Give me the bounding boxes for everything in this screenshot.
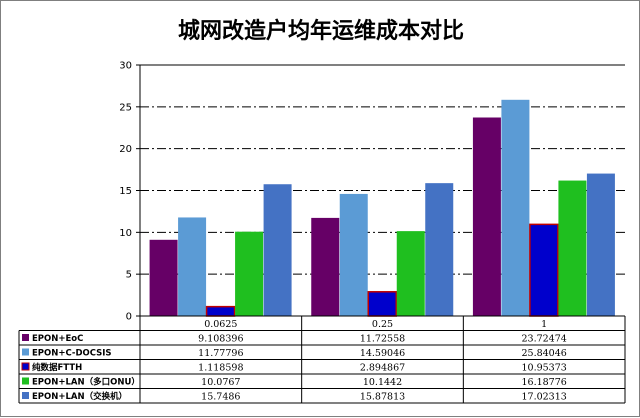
table-value: 10.1442	[363, 377, 402, 388]
bar-1-3	[472, 117, 501, 316]
chart-title: 城网改造户均年运维成本对比	[178, 18, 464, 44]
table-value: 16.18776	[521, 377, 566, 388]
legend-key	[21, 362, 30, 371]
legend-label: EPON+LAN（多口ONU）	[32, 377, 140, 388]
y-tick-label: 25	[119, 102, 132, 113]
legend-label: EPON+LAN（交换机）	[32, 391, 127, 402]
table-value: 2.894867	[360, 363, 405, 374]
bar-5-2	[425, 183, 454, 316]
y-tick-label: 20	[119, 144, 132, 155]
table-value: 10.0767	[201, 377, 240, 388]
table-value: 15.7486	[201, 392, 240, 403]
bar-4-3	[558, 180, 587, 316]
table-value: 9.108396	[198, 334, 243, 345]
bar-4-1	[235, 231, 264, 316]
y-tick-label: 30	[119, 61, 132, 72]
table-value: 11.77796	[198, 348, 243, 359]
bar-5-3	[586, 173, 615, 316]
bar-1-2	[311, 217, 340, 316]
legend-key	[22, 392, 29, 399]
bar-1-1	[149, 239, 178, 316]
bar-3-1	[205, 305, 236, 317]
table-value: 17.02313	[521, 392, 566, 403]
bar-2-2	[339, 193, 368, 316]
bar-4-2	[396, 231, 425, 316]
bar-2-3	[501, 99, 530, 316]
data-table: 0.0625 0.25 1 EPON+EoC 9.108396 11.72558 23.72…	[18, 315, 626, 404]
table-value: 10.95373	[521, 363, 566, 374]
legend-key	[22, 334, 29, 341]
legend-key	[22, 377, 29, 385]
bar-2-1	[178, 217, 207, 316]
table-value: 23.72474	[521, 334, 566, 345]
table-value: 25.84046	[521, 348, 566, 359]
y-tick-label: 10	[119, 228, 132, 239]
x-tick-label: 0.0625	[204, 319, 237, 330]
table-value: 15.87813	[360, 392, 405, 403]
bar-5-1	[263, 184, 292, 316]
y-tick-label: 15	[119, 186, 132, 197]
x-tick-label: 1	[541, 319, 547, 330]
legend-label: 纯数据FTTH	[32, 362, 82, 373]
bar-3-3	[529, 223, 559, 317]
axis-layer: 0 5 10 15 20 25 30	[119, 61, 625, 323]
y-tick-label: 5	[126, 270, 132, 281]
table-value: 1.118598	[198, 363, 243, 374]
legend-label: EPON+C-DOCSIS	[32, 349, 112, 359]
x-tick-label: 0.25	[372, 319, 393, 330]
legend-key	[22, 348, 29, 356]
y-tick-label: 0	[126, 312, 132, 323]
table-value: 11.72558	[360, 334, 405, 345]
bar-layer	[149, 99, 615, 317]
table-value: 14.59046	[360, 348, 405, 359]
bar-3-2	[367, 291, 397, 317]
legend-label: EPON+EoC	[32, 334, 83, 344]
